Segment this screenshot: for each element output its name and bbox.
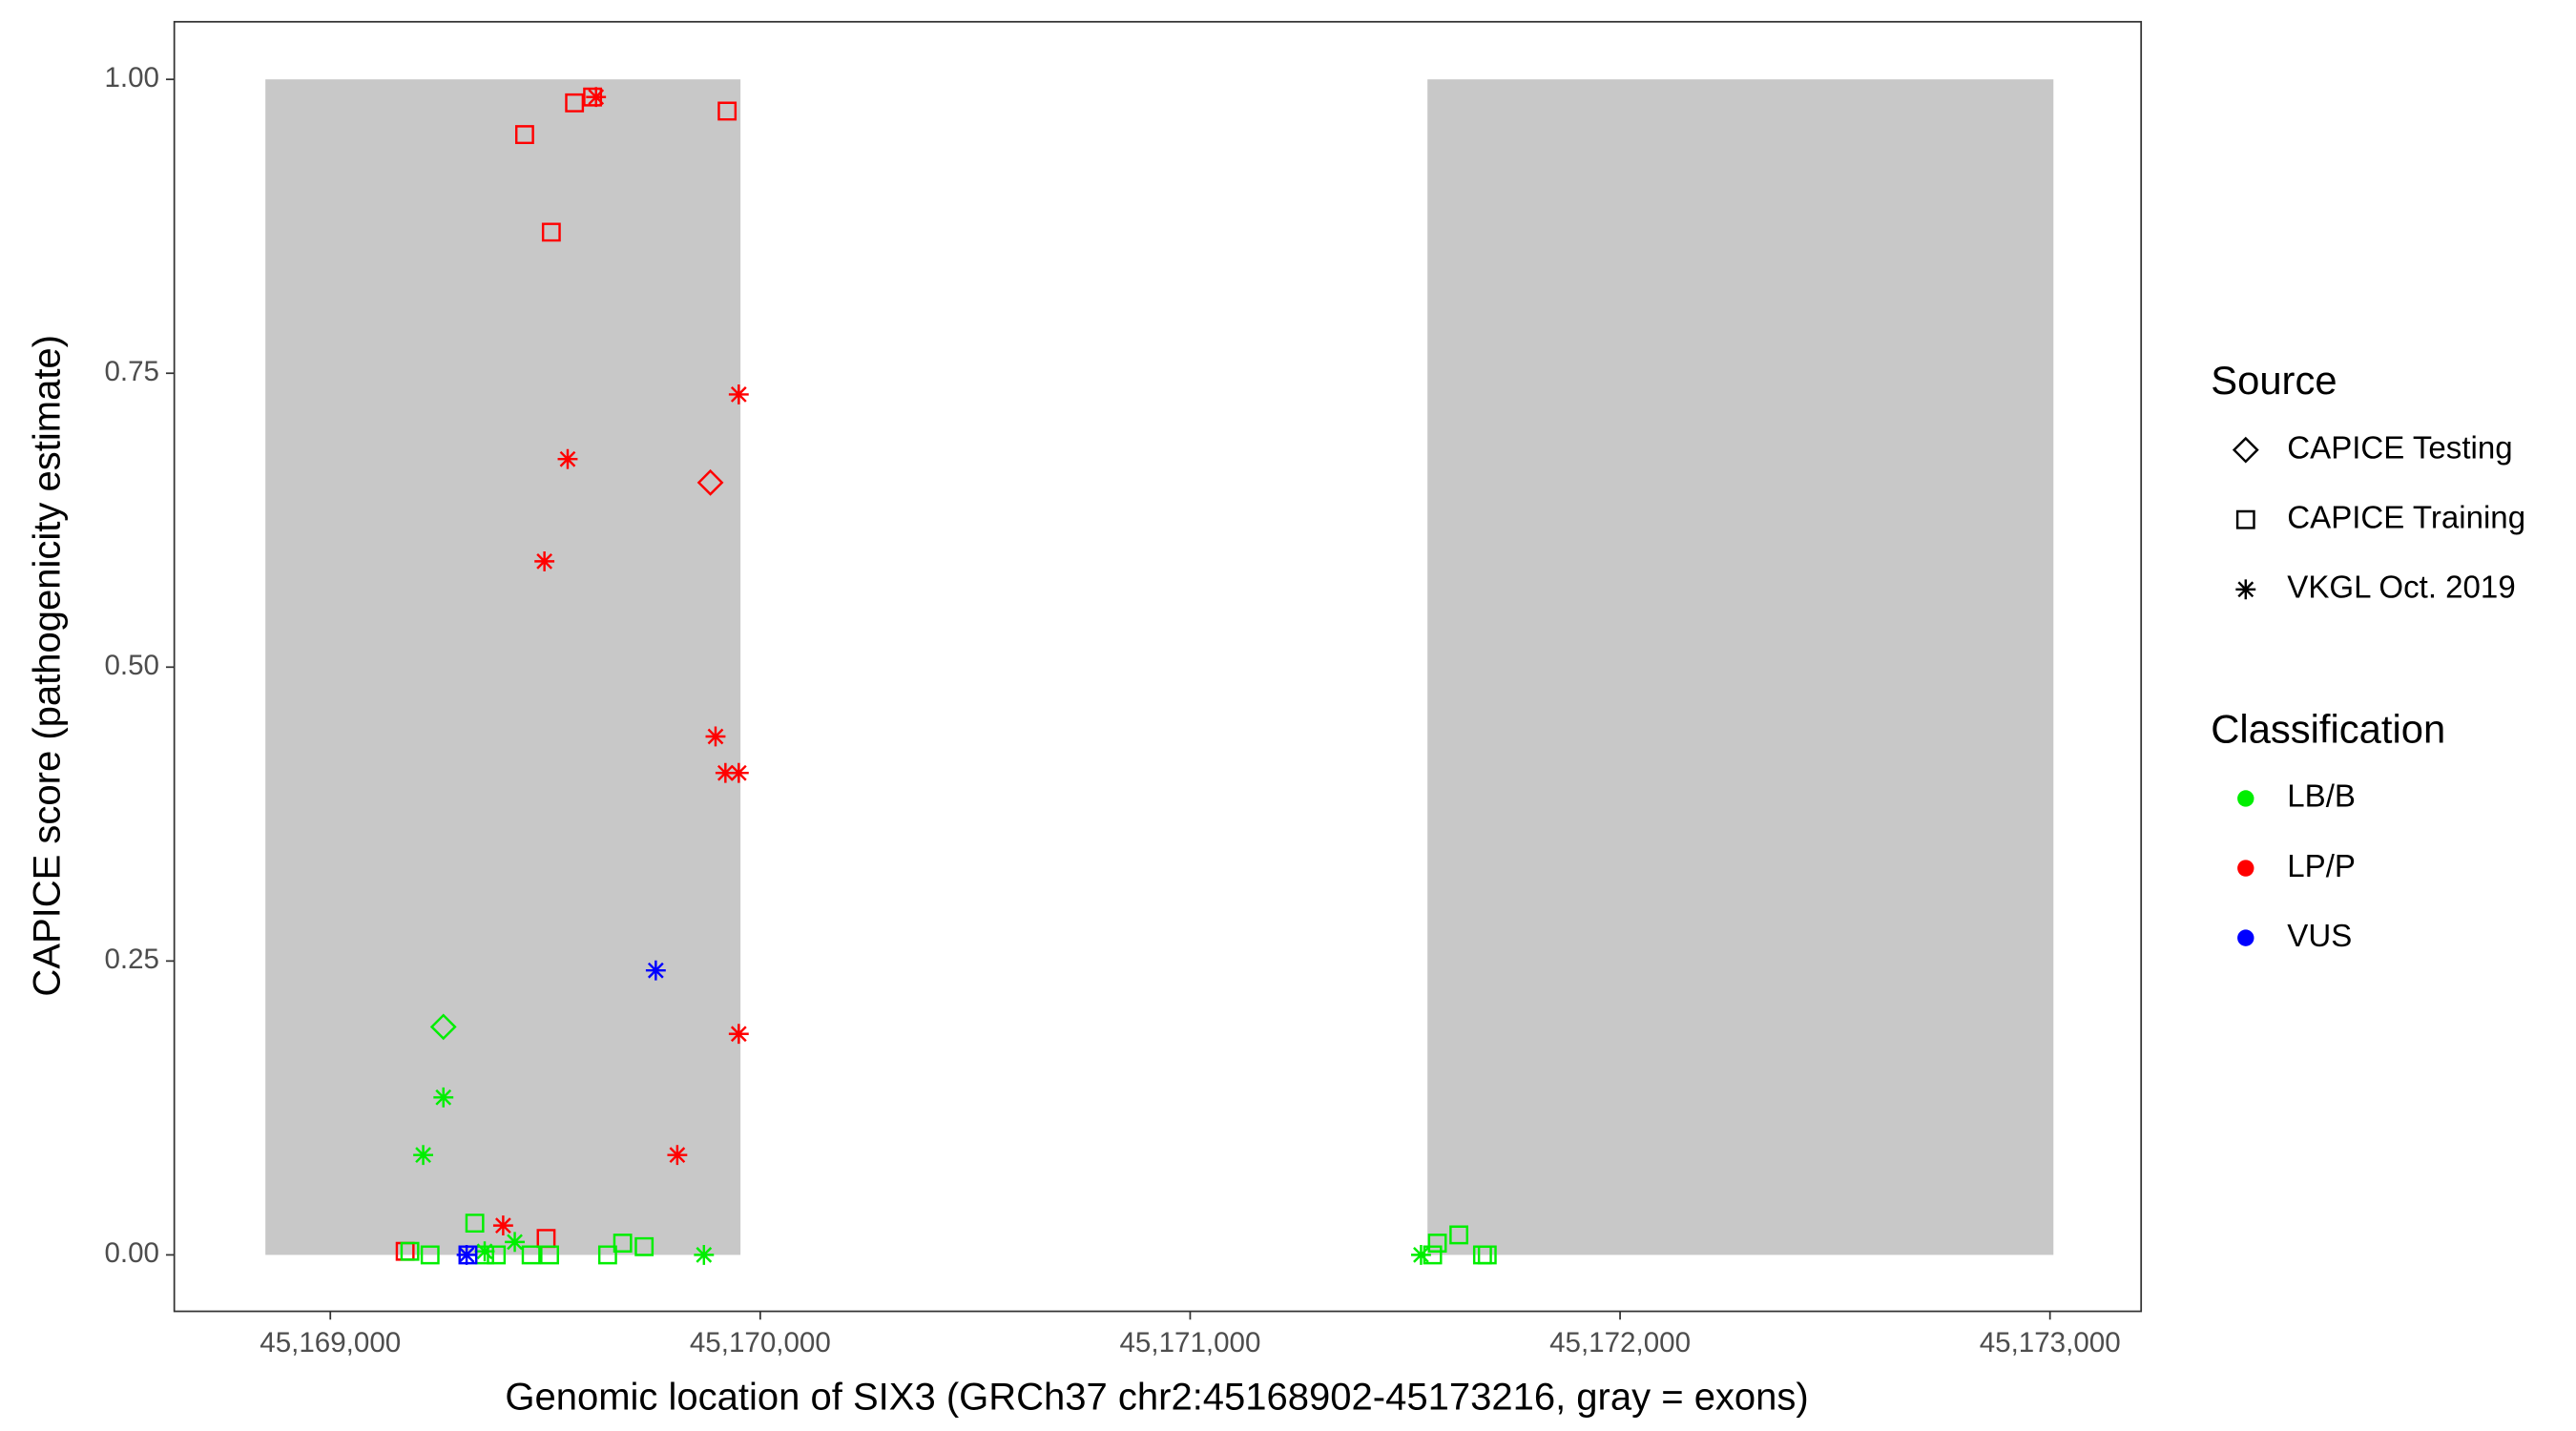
y-tick-label: 0.25	[104, 944, 159, 975]
point	[429, 1013, 457, 1041]
x-tick-label: 45,173,000	[1980, 1327, 2121, 1358]
point	[694, 1244, 715, 1265]
point	[728, 762, 749, 783]
x-axis-title: Genomic location of SIX3 (GRCh37 chr2:45…	[505, 1376, 1808, 1418]
point	[433, 1087, 454, 1108]
point	[667, 1145, 688, 1166]
point	[540, 1245, 559, 1265]
point	[565, 93, 585, 113]
point	[413, 1145, 434, 1166]
y-tick-label: 0.50	[104, 650, 159, 681]
exon	[1427, 79, 2054, 1255]
y-tick-label: 1.00	[104, 62, 159, 93]
point	[1449, 1225, 1469, 1245]
x-tick-label: 45,169,000	[260, 1327, 401, 1358]
exon	[265, 79, 741, 1255]
point	[541, 222, 561, 242]
x-tick-label: 45,171,000	[1119, 1327, 1260, 1358]
legend-label: LB/B	[2287, 779, 2356, 815]
point	[1477, 1245, 1497, 1265]
x-tick-label: 45,172,000	[1549, 1327, 1691, 1358]
point	[420, 1245, 440, 1265]
point	[645, 960, 666, 981]
point	[728, 1024, 749, 1045]
point	[613, 1234, 633, 1253]
point	[400, 1241, 420, 1261]
y-tick-label: 0.00	[104, 1237, 159, 1269]
point	[1427, 1234, 1447, 1253]
legend-label: CAPICE Training	[2287, 500, 2525, 535]
point	[1423, 1245, 1443, 1265]
y-tick-label: 0.75	[104, 356, 159, 387]
point	[557, 448, 578, 469]
y-axis-title: CAPICE score (pathogenicity estimate)	[27, 335, 69, 997]
point	[474, 1241, 495, 1262]
point	[717, 101, 737, 121]
point	[586, 87, 607, 108]
point	[456, 1244, 477, 1265]
legend-symbol	[2235, 509, 2255, 529]
legend-title: Classification	[2211, 706, 2445, 751]
legend-symbol	[2237, 790, 2254, 807]
point	[728, 384, 749, 404]
legend-symbol	[2235, 579, 2256, 600]
point	[534, 550, 555, 571]
point	[487, 1245, 507, 1265]
legend-label: LP/P	[2287, 849, 2356, 884]
point	[465, 1213, 485, 1234]
legend-label: VKGL Oct. 2019	[2287, 570, 2515, 606]
legend-symbol	[2237, 929, 2254, 946]
point	[492, 1215, 513, 1236]
point	[705, 726, 726, 747]
legend-title: Source	[2211, 358, 2337, 403]
point	[634, 1236, 654, 1256]
point	[715, 762, 736, 783]
point	[696, 468, 724, 496]
point	[505, 1232, 525, 1253]
point	[597, 1245, 617, 1265]
point	[458, 1245, 478, 1265]
point	[1410, 1244, 1431, 1265]
x-tick-label: 45,170,000	[690, 1327, 831, 1358]
point	[514, 125, 534, 145]
legend-label: CAPICE Testing	[2287, 430, 2512, 466]
panel-border	[173, 20, 2143, 1313]
legend-symbol	[2237, 860, 2254, 877]
point	[521, 1245, 541, 1265]
legend-symbol	[2232, 436, 2259, 464]
legend-label: VUS	[2287, 919, 2352, 954]
